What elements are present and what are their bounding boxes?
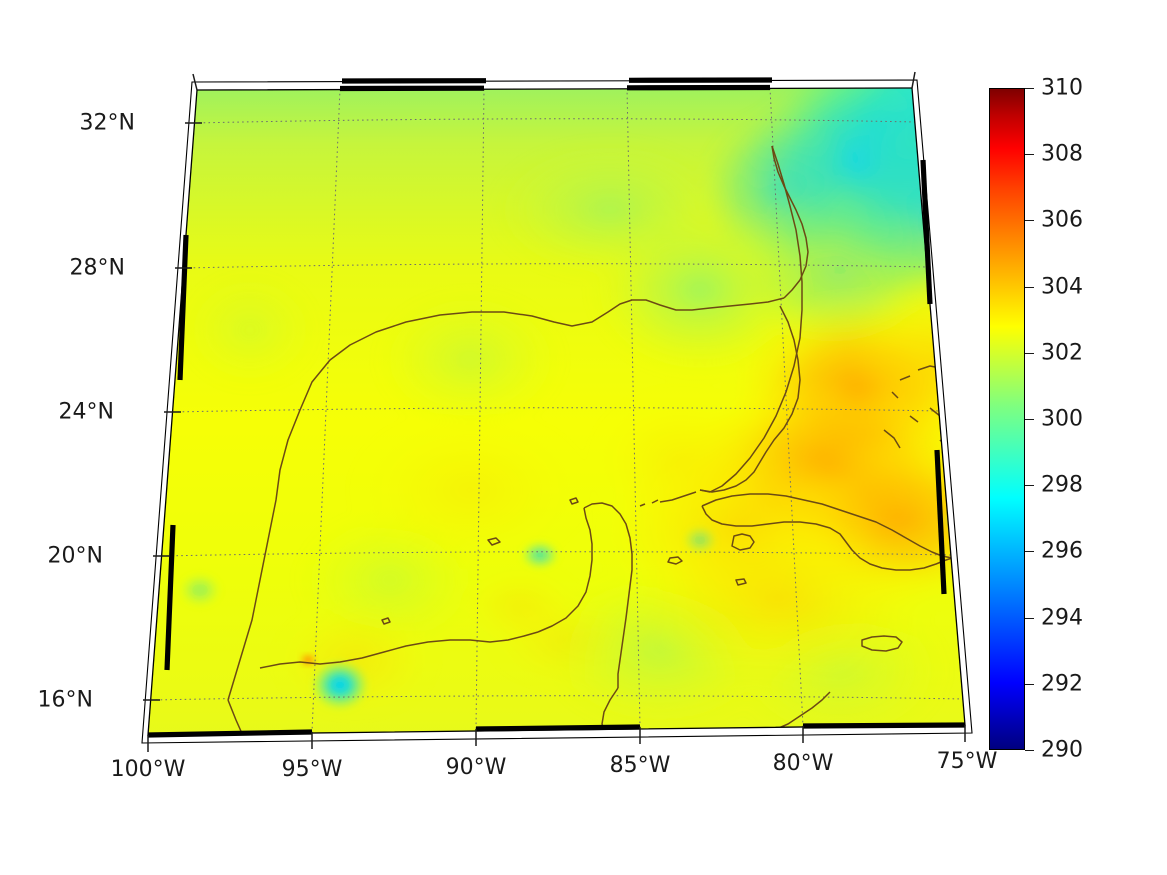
colorbar-label-296: 296 — [1041, 538, 1083, 564]
colorbar-tick-302 — [1025, 352, 1034, 354]
lon-tick-label-80w: 80°W — [772, 751, 834, 776]
lon-tick-label-90w: 90°W — [445, 755, 507, 780]
colorbar-label-300: 300 — [1041, 406, 1083, 432]
colorbar-tick-304 — [1025, 286, 1034, 288]
coastlines — [227, 145, 965, 735]
lon-tick-label-75w: 75°W — [936, 749, 998, 774]
colorbar-tick-294 — [1025, 617, 1034, 619]
lat-tick-label-28: 28°N — [69, 255, 125, 281]
colorbar-tick-300 — [1025, 419, 1034, 420]
temperature-field — [148, 88, 965, 735]
map-svg — [141, 71, 973, 752]
lat-tick-label-16: 16°N — [37, 687, 93, 713]
colorbar-label-292: 292 — [1041, 671, 1083, 697]
colorbar-tick-310 — [1025, 88, 1034, 89]
lat-tick-label-20: 20°N — [47, 543, 103, 569]
colorbar-label-304: 304 — [1041, 274, 1083, 300]
lat-tick-label-24: 24°N — [58, 399, 114, 425]
colorbar-tick-308 — [1025, 154, 1034, 156]
colorbar-label-308: 308 — [1041, 141, 1083, 167]
lat-tick-label-32: 32°N — [79, 110, 135, 136]
colorbar-tick-306 — [1025, 220, 1034, 222]
colorbar-label-298: 298 — [1041, 472, 1083, 498]
map-plot-area[interactable]: 32°N 28°N 24°N 20°N 16°N 100°W 95°W 90°W… — [38, 60, 997, 782]
lon-tick-label-85w: 85°W — [609, 753, 671, 778]
colorbar-label-302: 302 — [1041, 340, 1083, 366]
colorbar-tick-298 — [1025, 485, 1034, 487]
colorbar[interactable]: 310 308 306 304 302 300 298 296 294 292 … — [989, 76, 1083, 763]
lon-tick-label-95w: 95°W — [281, 757, 343, 782]
colorbar-tick-296 — [1025, 551, 1034, 553]
colorbar-label-294: 294 — [1041, 605, 1083, 631]
map-border — [141, 71, 973, 752]
colorbar-gradient — [989, 88, 1025, 750]
colorbar-label-306: 306 — [1041, 207, 1083, 233]
colorbar-label-310: 310 — [1041, 75, 1083, 101]
colorbar-label-290: 290 — [1041, 737, 1083, 763]
lon-tick-label-100w: 100°W — [110, 757, 186, 782]
colorbar-tick-292 — [1025, 683, 1034, 685]
colorbar-tick-290 — [1025, 750, 1034, 751]
